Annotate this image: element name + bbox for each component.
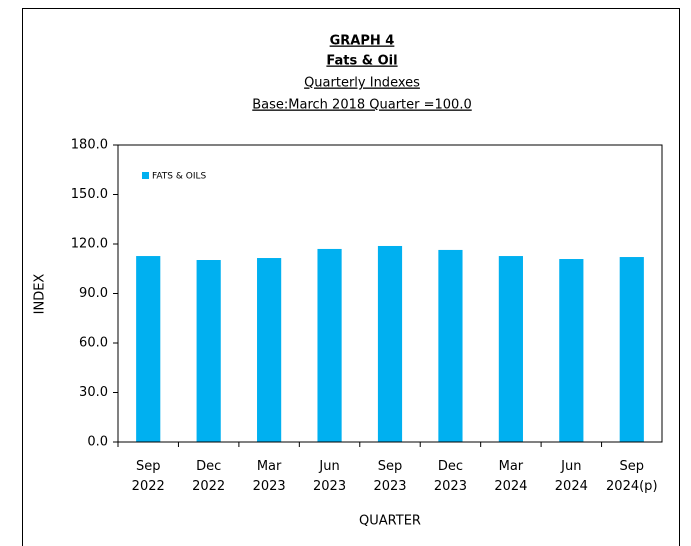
y-tick-label: 0.0 <box>87 435 108 450</box>
x-tick-label: Dec 2022 <box>192 459 225 494</box>
bar <box>377 245 403 442</box>
x-tick-label: Mar 2023 <box>253 459 286 494</box>
x-tick-label: Dec 2023 <box>434 459 467 494</box>
bar <box>257 258 282 442</box>
y-axis-label: INDEX <box>33 274 48 315</box>
x-tick-label: Jun 2024 <box>555 459 588 494</box>
x-axis-label: QUARTER <box>359 514 421 529</box>
y-tick-label: 120.0 <box>71 237 108 252</box>
y-tick-label: 180.0 <box>71 138 108 153</box>
chart-title: GRAPH 4 <box>330 34 395 49</box>
chart-subtitle: Fats & Oil <box>326 54 397 69</box>
bar <box>196 260 221 442</box>
chart-subtitle: Base:March 2018 Quarter =100.0 <box>252 98 471 113</box>
y-tick-label: 30.0 <box>79 385 108 400</box>
legend-label: FATS & OILS <box>152 172 207 182</box>
x-tick-label: Sep 2024(p) <box>606 459 657 494</box>
bar <box>559 259 584 442</box>
y-tick-label: 90.0 <box>79 286 108 301</box>
bar <box>498 256 523 442</box>
x-tick-label: Sep 2023 <box>373 459 406 494</box>
bar <box>438 249 463 442</box>
legend-swatch <box>142 172 149 179</box>
y-tick-label: 150.0 <box>71 187 108 202</box>
x-tick-label: Jun 2023 <box>313 459 346 494</box>
plot-area <box>117 144 663 443</box>
bar <box>136 256 161 442</box>
x-tick-label: Sep 2022 <box>132 459 165 494</box>
x-tick-label: Mar 2024 <box>494 459 527 494</box>
bar <box>619 257 644 442</box>
y-tick-label: 60.0 <box>79 336 108 351</box>
chart-subtitle: Quarterly Indexes <box>304 76 420 91</box>
bar <box>317 248 342 442</box>
